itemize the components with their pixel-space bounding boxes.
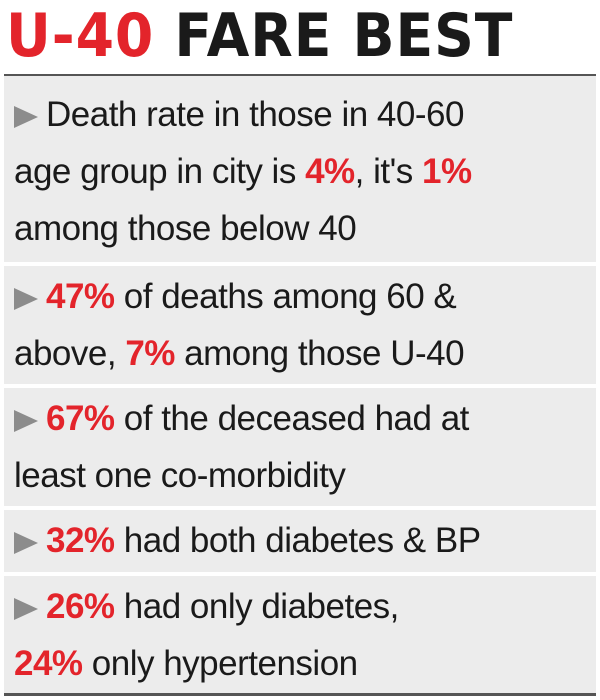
- fact-text: Death rate in those in 40-60: [46, 95, 464, 134]
- headline-main: FARE BEST: [174, 1, 514, 71]
- fact-text: age group in city is: [14, 152, 306, 191]
- fact-line: 67% of the deceased had at: [14, 390, 580, 447]
- fact-text: least one co-morbidity: [14, 456, 346, 495]
- fact-item-death-rate: Death rate in those in 40-60 age group i…: [4, 76, 596, 262]
- fact-text: among those below 40: [14, 209, 357, 248]
- fact-line: 26% had only diabetes,: [14, 578, 580, 635]
- arrow-bullet-icon: [14, 598, 38, 620]
- fact-highlight: 1%: [422, 152, 472, 191]
- fact-line: 47% of deaths among 60 &: [14, 268, 580, 325]
- fact-text: above,: [14, 334, 126, 373]
- fact-highlight: 26%: [46, 587, 115, 626]
- fact-highlight: 67%: [46, 399, 115, 438]
- fact-line: 32% had both diabetes & BP: [14, 512, 580, 569]
- fact-text: had both diabetes & BP: [114, 521, 481, 560]
- fact-highlight: 7%: [125, 334, 175, 373]
- fact-text: of the deceased had at: [114, 399, 470, 438]
- fact-item-diabetes-hypertension: 26% had only diabetes, 24% only hyperten…: [4, 572, 596, 698]
- fact-text: had only diabetes,: [114, 587, 400, 626]
- fact-item-comorbidity: 67% of the deceased had at least one co-…: [4, 384, 596, 506]
- fact-line: least one co-morbidity: [14, 447, 580, 504]
- headline: U-40 FARE BEST: [6, 0, 513, 72]
- arrow-bullet-icon: [14, 410, 38, 432]
- fact-line: 24% only hypertension: [14, 635, 580, 692]
- fact-text: only hypertension: [82, 644, 358, 683]
- fact-item-diabetes-bp: 32% had both diabetes & BP: [4, 506, 596, 572]
- fact-highlight: 47%: [46, 277, 115, 316]
- fact-line: among those below 40: [14, 200, 580, 257]
- fact-text: of deaths among 60 &: [114, 277, 457, 316]
- arrow-bullet-icon: [14, 288, 38, 310]
- fact-text: , it's: [354, 152, 423, 191]
- fact-highlight: 24%: [14, 644, 83, 683]
- fact-item-deaths-by-age: 47% of deaths among 60 & above, 7% among…: [4, 262, 596, 384]
- arrow-bullet-icon: [14, 106, 38, 128]
- fact-line: Death rate in those in 40-60: [14, 86, 580, 143]
- headline-accent: U-40: [6, 1, 155, 71]
- arrow-bullet-icon: [14, 532, 38, 554]
- fact-line: above, 7% among those U-40: [14, 325, 580, 382]
- fact-highlight: 4%: [305, 152, 355, 191]
- fact-highlight: 32%: [46, 521, 115, 560]
- facts-panel: Death rate in those in 40-60 age group i…: [4, 74, 596, 696]
- fact-line: age group in city is 4%, it's 1%: [14, 143, 580, 200]
- fact-text: among those U-40: [174, 334, 465, 373]
